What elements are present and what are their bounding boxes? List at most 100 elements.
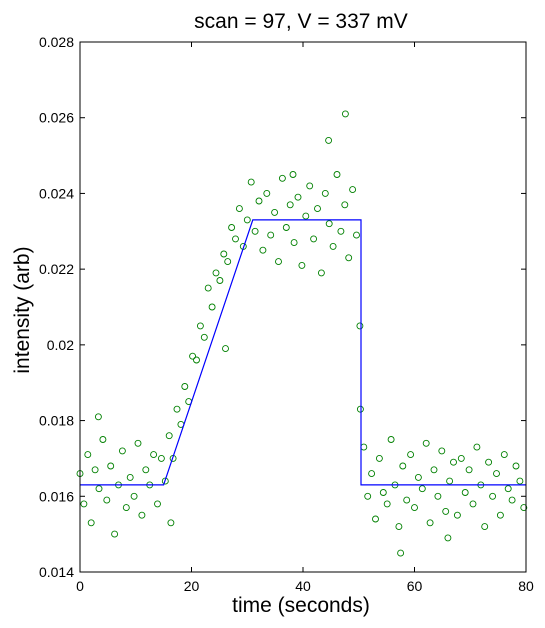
data-point [504, 485, 512, 493]
data-point [189, 352, 197, 360]
data-point [325, 136, 333, 144]
data-point [493, 470, 500, 478]
data-point [208, 303, 216, 311]
data-point [453, 511, 461, 519]
data-point [134, 439, 142, 447]
data-point [80, 500, 88, 508]
data-point [286, 201, 294, 209]
y-tick-label: 0.028 [39, 34, 74, 50]
data-point [251, 227, 259, 235]
data-point [387, 436, 395, 443]
y-tick-label: 0.022 [39, 261, 74, 277]
data-point [165, 432, 173, 440]
data-point [496, 511, 504, 519]
data-point [222, 345, 229, 353]
data-point [289, 171, 297, 178]
data-point [457, 454, 465, 462]
y-tick-label: 0.026 [39, 110, 74, 126]
data-point [418, 485, 426, 493]
data-point [224, 258, 232, 266]
data-point [341, 201, 349, 209]
data-point [314, 205, 321, 213]
data-point [411, 504, 418, 512]
data-point [438, 447, 446, 455]
data-point [220, 250, 228, 258]
y-axis-label: intensity (arb) [11, 246, 34, 373]
data-point [444, 534, 452, 542]
data-point [395, 523, 403, 531]
data-point [235, 205, 243, 213]
chart-title: scan = 97, V = 337 mV [194, 10, 408, 33]
data-point [193, 356, 200, 364]
data-point [321, 189, 329, 197]
data-point [306, 182, 314, 190]
data-point [364, 492, 372, 500]
x-tick-label: 0 [76, 578, 84, 594]
data-point [154, 500, 161, 508]
data-point [95, 485, 103, 493]
data-point [399, 462, 407, 470]
plot-data [76, 110, 528, 557]
x-tick-label: 40 [295, 578, 311, 594]
data-point [212, 269, 220, 277]
data-point [302, 212, 310, 220]
data-point [111, 530, 119, 538]
data-point [173, 405, 181, 413]
data-point [232, 235, 239, 243]
data-point [446, 477, 454, 485]
data-point [84, 451, 92, 459]
data-point [196, 322, 204, 330]
data-point [516, 477, 524, 485]
data-point [317, 269, 325, 277]
x-axis-label: time (seconds) [232, 594, 370, 617]
data-point [422, 439, 430, 447]
data-point [228, 224, 236, 231]
data-point [310, 235, 318, 243]
data-point [414, 473, 422, 481]
data-point [337, 227, 345, 235]
fit-line [80, 219, 526, 486]
data-point [181, 383, 189, 390]
data-point [247, 178, 255, 186]
data-point [485, 458, 493, 466]
data-point [450, 458, 457, 466]
data-point [200, 333, 208, 341]
data-point [329, 242, 337, 250]
y-tick-label: 0.016 [39, 488, 74, 504]
data-point [349, 186, 357, 194]
data-point [368, 470, 376, 478]
y-tick-label: 0.014 [39, 564, 74, 580]
data-point [512, 462, 520, 470]
data-point [271, 208, 279, 216]
data-point [167, 519, 175, 527]
plot-frame [79, 41, 527, 573]
data-point [442, 507, 450, 515]
data-point [91, 466, 99, 474]
data-point [356, 322, 364, 330]
data-point [278, 174, 286, 182]
data-point [263, 189, 271, 197]
data-point [103, 496, 111, 504]
data-point [130, 492, 138, 500]
data-point [379, 489, 387, 496]
data-point [255, 197, 263, 205]
data-point [345, 254, 353, 262]
data-point [107, 462, 115, 470]
data-point [375, 454, 383, 462]
data-point [360, 443, 368, 451]
data-point [434, 492, 442, 500]
data-point [426, 519, 434, 527]
data-point [430, 466, 438, 474]
data-point [259, 246, 267, 254]
data-point [87, 519, 95, 527]
data-point [150, 451, 158, 459]
data-point [157, 454, 165, 462]
data-point [122, 504, 130, 512]
data-point [325, 220, 333, 228]
data-point [520, 504, 528, 512]
data-point [508, 496, 516, 504]
data-point [481, 523, 489, 531]
data-point [94, 413, 102, 421]
data-point [267, 231, 275, 239]
data-point [473, 443, 481, 451]
